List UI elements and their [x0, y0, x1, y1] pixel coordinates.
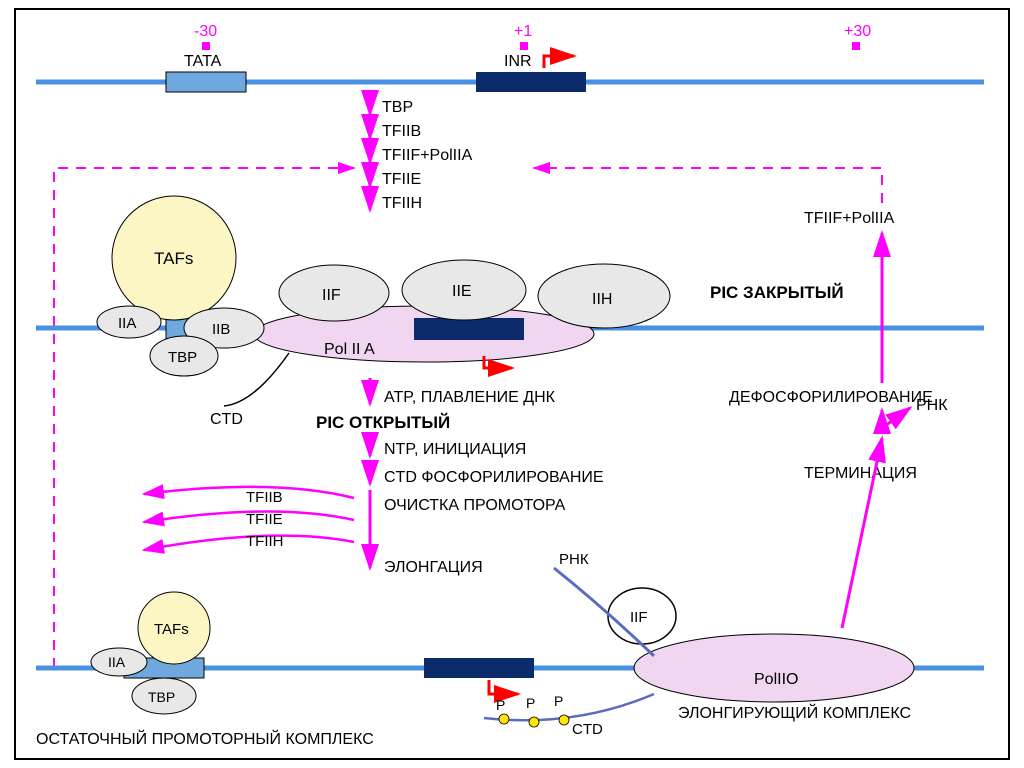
poliia-label: Pol II A [324, 341, 375, 358]
release-factors: TFIIB TFIIE TFIIH [144, 487, 354, 550]
rna-label: РНК [559, 551, 589, 568]
inr-box-top [476, 72, 586, 92]
iia-bottom-label: IIA [108, 654, 126, 670]
factor-tbp: TBP [382, 99, 413, 116]
factor-tfiib: TFIIB [382, 123, 421, 140]
release-tfiie: TFIIE [246, 511, 283, 528]
tafs-bottom-label: TAFs [154, 621, 189, 638]
pos-plus30: +30 [844, 23, 871, 40]
tbp-label: TBP [168, 349, 197, 366]
p-label-3: P [554, 693, 563, 709]
phosphate-2 [529, 717, 539, 727]
tafs-label: TAFs [154, 249, 193, 268]
top-dna-group: -30 +1 +30 TATA INR [36, 23, 984, 92]
residual-label: ОСТАТОЧНЫЙ ПРОМОТОРНЫЙ КОМПЛЕКС [36, 729, 374, 748]
inr-label: INR [504, 53, 532, 70]
marker-plus1 [520, 42, 528, 50]
diagram-svg: -30 +1 +30 TATA INR TBP TFIIB TFIIF+PolI… [14, 8, 1010, 760]
iie-label: IIE [452, 283, 472, 300]
ctdphos-label: CTD ФОСФОРИЛИРОВАНИЕ [384, 469, 604, 486]
pos-plus1: +1 [514, 23, 532, 40]
ctd-tail [224, 353, 289, 406]
clear-label: ОЧИСТКА ПРОМОТОРА [384, 497, 566, 514]
iif-label: IIF [322, 287, 341, 304]
bottom-complex: TAFs IIA TBP PolIIO IIF РНК P P P CTD ЭЛ… [36, 551, 984, 748]
tss-arrow-top [544, 56, 574, 68]
iia-label: IIA [118, 315, 136, 332]
factor-list: TBP TFIIB TFIIF+PolIIA TFIIE TFIIH [370, 96, 473, 212]
atp-label: ATP, ПЛАВЛЕНИЕ ДНК [384, 389, 556, 406]
marker-plus30 [852, 42, 860, 50]
iib-label: IIB [212, 321, 230, 338]
phosphate-1 [499, 714, 509, 724]
cycle-dashed-right [534, 168, 882, 203]
inr-box-bottom [424, 658, 534, 678]
right-tfiif-poliia: TFIIF+PolIIA [804, 210, 895, 227]
pos-minus30: -30 [194, 23, 217, 40]
iih-label: IIH [592, 291, 612, 308]
iif-bottom-label: IIF [630, 609, 648, 626]
marker-minus30 [202, 42, 210, 50]
ctd-bottom-tail [484, 694, 654, 720]
release-tfiih: TFIIH [246, 533, 284, 550]
tata-label: TATA [184, 53, 222, 70]
pic-closed-label: PIC ЗАКРЫТЫЙ [710, 283, 844, 302]
p-label-1: P [496, 697, 505, 713]
dephos-label: ДЕФОСФОРИЛИРОВАНИЕ [729, 389, 933, 406]
factor-tfiif-poliia: TFIIF+PolIIA [382, 147, 473, 164]
tss-arrow-bottom [489, 680, 518, 694]
rnk-out-label: РНК [916, 397, 948, 414]
poliio-label: PolIIO [754, 671, 798, 688]
tbp-bottom-label: TBP [148, 689, 175, 705]
release-tfiib: TFIIB [246, 489, 283, 506]
ctd-label: CTD [210, 411, 243, 428]
elong-label: ЭЛОНГАЦИЯ [384, 559, 483, 576]
arrow-split-rnk [882, 408, 910, 428]
poliio-ellipse [634, 634, 914, 702]
factor-tfiie: TFIIE [382, 171, 421, 188]
p-label-2: P [526, 695, 535, 711]
elong-complex-label: ЭЛОНГИРУЮЩИЙ КОМПЛЕКС [678, 703, 911, 722]
phosphate-3 [559, 715, 569, 725]
ctd-bottom-label: CTD [572, 721, 603, 738]
middle-steps: ATP, ПЛАВЛЕНИЕ ДНК PIC ОТКРЫТЫЙ NTP, ИНИ… [316, 378, 604, 576]
inr-box-mid [414, 318, 524, 340]
ntp-label: NTP, ИНИЦИАЦИЯ [384, 441, 526, 458]
termination-label: ТЕРМИНАЦИЯ [804, 465, 917, 482]
pic-open-label: PIC ОТКРЫТЫЙ [316, 413, 450, 432]
tata-box-top [166, 72, 246, 92]
factor-tfiih: TFIIH [382, 195, 422, 212]
